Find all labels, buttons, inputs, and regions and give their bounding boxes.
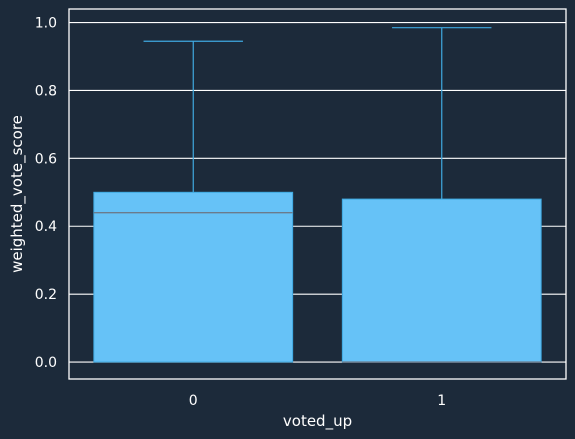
boxes [93,27,542,363]
x-tick-label: 0 [189,393,198,409]
y-tick-label: 0.4 [35,219,57,235]
tick-labels: 0.0 0.2 0.4 0.6 0.8 1.0 0 1 [35,16,446,409]
iqr-box [93,191,294,363]
box-1 [341,27,542,363]
y-axis-label: weighted_vote_score [8,115,27,273]
x-tick-label: 1 [437,393,446,409]
y-tick-label: 0.0 [35,355,57,371]
plot-frame [68,8,567,380]
x-axis-label: voted_up [283,412,352,431]
y-tick-label: 0.8 [35,83,57,99]
box-0 [93,40,294,363]
y-tick-label: 0.6 [35,151,57,167]
y-tick-label: 1.0 [35,16,57,32]
iqr-box [341,198,542,363]
y-tick-label: 0.2 [35,287,57,303]
